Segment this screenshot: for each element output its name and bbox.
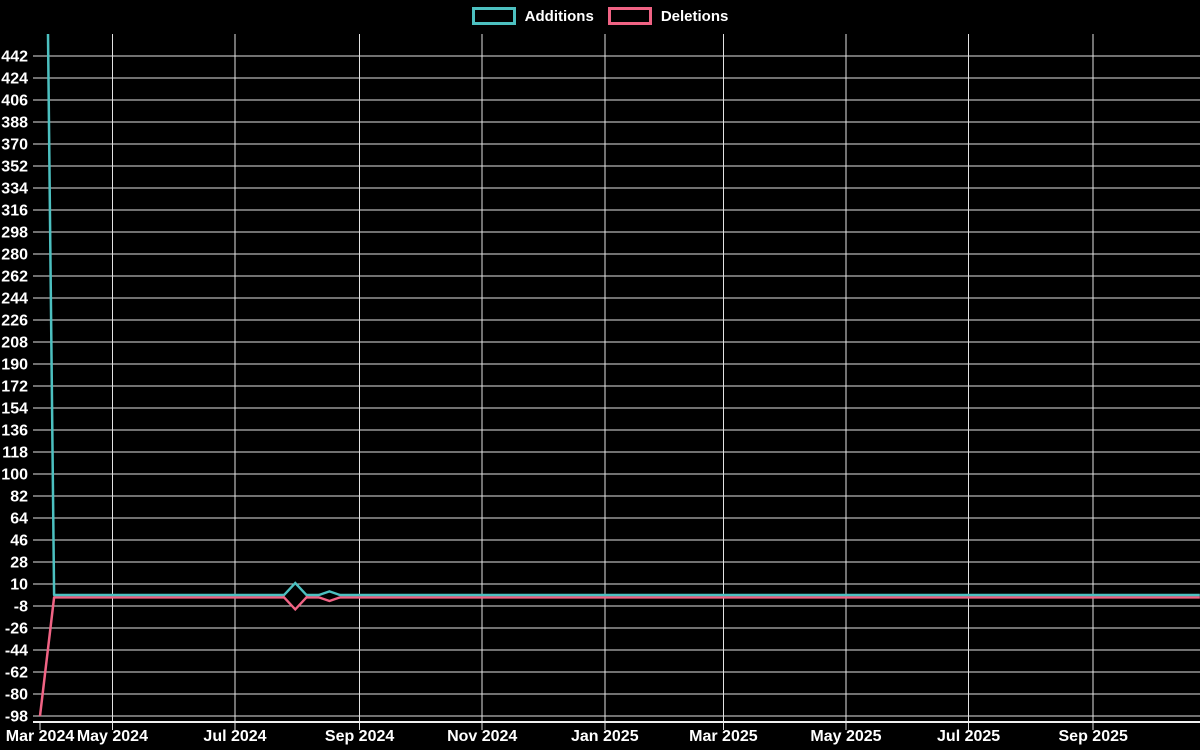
x-tick-label: Sep 2024	[325, 728, 394, 745]
legend-swatch-additions	[471, 7, 516, 25]
additions-point-marker	[318, 590, 341, 597]
y-tick-label: 424	[1, 71, 28, 88]
y-tick-label: 244	[1, 291, 28, 308]
y-tick-label: 334	[1, 181, 28, 198]
legend-item-deletions[interactable]: Deletions	[607, 7, 729, 25]
deletions-line	[38, 596, 1200, 717]
y-tick-label: -8	[14, 599, 28, 616]
y-tick-label: 226	[1, 313, 28, 330]
y-tick-label: -98	[5, 709, 28, 726]
y-tick-label: 82	[10, 489, 28, 506]
x-tick-label: Jan 2025	[571, 728, 639, 745]
y-tick-label: 352	[1, 159, 28, 176]
x-tick-label: Mar 2024	[6, 728, 75, 745]
y-tick-label: 262	[1, 269, 28, 286]
legend-label: Additions	[524, 7, 594, 25]
y-tick-label: 280	[1, 247, 28, 264]
additions-line	[46, 33, 1200, 597]
y-tick-label: -44	[5, 643, 28, 660]
y-tick-label: 118	[2, 445, 28, 462]
legend-label: Deletions	[660, 7, 729, 25]
y-tick-label: 190	[1, 357, 28, 374]
y-tick-label: -62	[5, 665, 28, 682]
deletions-point-marker	[282, 595, 309, 612]
x-tick-label: May 2025	[810, 728, 881, 745]
y-tick-label: 28	[10, 555, 28, 572]
x-tick-label: Jul 2025	[937, 728, 1000, 745]
y-tick-label: 172	[1, 379, 28, 396]
legend-item-additions[interactable]: Additions	[471, 7, 594, 25]
y-tick-label: 10	[10, 577, 28, 594]
chart-legend: Additions Deletions	[0, 7, 1200, 25]
y-tick-label: 298	[1, 225, 28, 242]
y-tick-label: 64	[10, 511, 28, 528]
y-tick-label: -26	[5, 621, 28, 638]
x-tick-label: Nov 2024	[447, 728, 517, 745]
additions-point-marker	[282, 581, 309, 598]
x-tick-label: Sep 2025	[1059, 728, 1128, 745]
legend-swatch-deletions	[607, 7, 652, 25]
y-tick-label: 442	[1, 49, 28, 66]
y-tick-label: 154	[1, 401, 28, 418]
y-tick-label: 316	[1, 203, 28, 220]
y-tick-label: 388	[1, 115, 28, 132]
deletions-point-marker	[318, 596, 341, 603]
y-tick-label: 406	[1, 93, 28, 110]
y-tick-label: 370	[1, 137, 28, 154]
y-tick-label: 46	[10, 533, 28, 550]
y-tick-label: 100	[1, 467, 28, 484]
marker-fill	[282, 583, 308, 610]
y-tick-label: 208	[1, 335, 28, 352]
x-tick-label: Mar 2025	[689, 728, 758, 745]
x-tick-label: Jul 2024	[203, 728, 266, 745]
y-tick-label: 136	[1, 423, 28, 440]
y-tick-label: -80	[5, 687, 28, 704]
x-tick-label: May 2024	[77, 728, 148, 745]
